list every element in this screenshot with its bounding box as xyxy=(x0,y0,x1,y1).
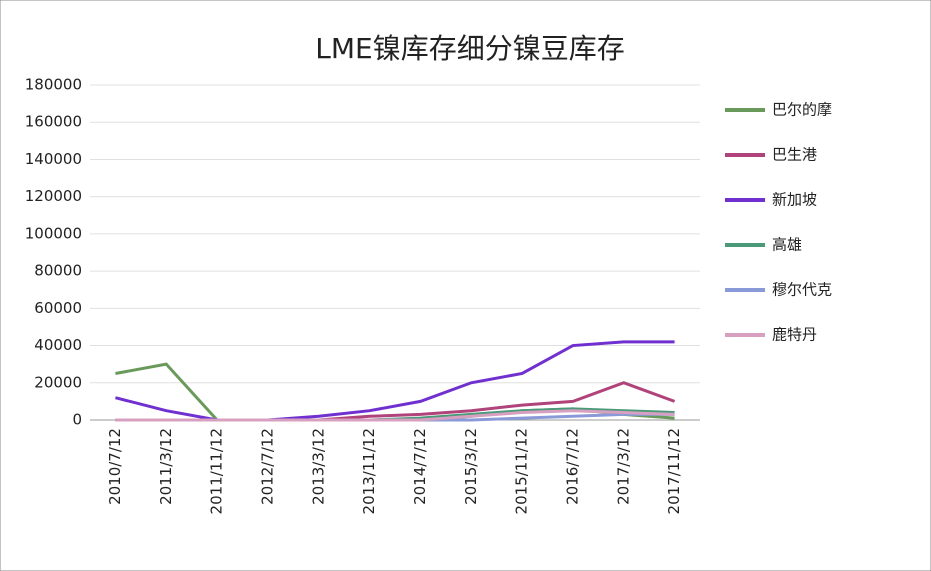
x-tick-label: 2013/11/12 xyxy=(360,428,378,514)
x-tick-label: 2016/7/12 xyxy=(563,428,581,505)
legend-label: 巴尔的摩 xyxy=(772,101,832,119)
legend-label: 巴生港 xyxy=(772,146,817,164)
legend-label: 高雄 xyxy=(772,236,802,254)
y-tick-label: 20000 xyxy=(34,373,82,391)
x-tick-label: 2012/7/12 xyxy=(258,428,276,505)
x-tick-label: 2013/3/12 xyxy=(309,428,327,505)
x-tick-label: 2011/11/12 xyxy=(208,428,226,514)
legend-label: 鹿特丹 xyxy=(772,326,817,344)
y-tick-label: 100000 xyxy=(25,224,82,242)
x-tick-label: 2017/11/12 xyxy=(665,428,683,514)
series-line xyxy=(115,340,675,422)
x-tick-label: 2010/7/12 xyxy=(106,428,124,505)
x-tick-label: 2014/7/12 xyxy=(411,428,429,505)
series-line xyxy=(115,409,675,422)
x-tick-label: 2015/3/12 xyxy=(462,428,480,505)
y-tick-label: 60000 xyxy=(34,299,82,317)
y-tick-label: 120000 xyxy=(25,187,82,205)
chart-title: LME镍库存细分镍豆库存 xyxy=(315,32,624,65)
y-tick-label: 140000 xyxy=(25,150,82,168)
legend-label: 新加坡 xyxy=(772,191,817,209)
y-tick-label: 40000 xyxy=(34,336,82,354)
y-tick-label: 0 xyxy=(72,411,82,429)
y-tick-label: 80000 xyxy=(34,262,82,280)
y-tick-label: 180000 xyxy=(25,76,82,94)
legend-label: 穆尔代克 xyxy=(772,281,832,299)
x-tick-label: 2017/3/12 xyxy=(614,428,632,505)
y-tick-label: 160000 xyxy=(25,113,82,131)
x-tick-label: 2011/3/12 xyxy=(157,428,175,505)
x-tick-label: 2015/11/12 xyxy=(513,428,531,514)
